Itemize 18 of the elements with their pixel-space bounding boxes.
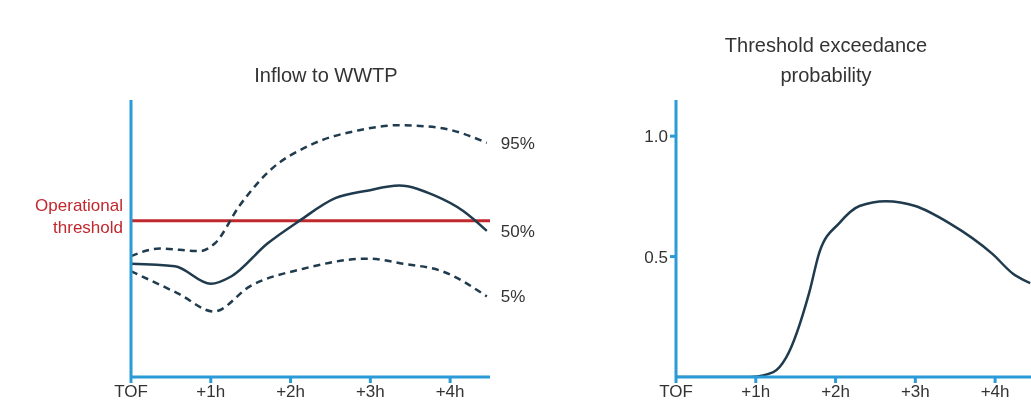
y-tick-label: 0.5 <box>644 247 668 267</box>
series-label: 95% <box>500 133 535 153</box>
x-tick-label: +2h <box>276 382 305 402</box>
x-tick-label: +4h <box>980 382 1010 402</box>
series-label: 50% <box>500 221 535 241</box>
x-tick-label: TOF <box>659 382 693 402</box>
ref-line-label: Operational threshold <box>35 195 123 237</box>
x-tick-label: +4h <box>435 382 465 402</box>
x-tick-label: +2h <box>821 382 850 402</box>
series-label: 5% <box>500 287 526 307</box>
y-tick-label: 1.0 <box>644 127 668 147</box>
x-tick-label: TOF <box>114 382 148 402</box>
x-tick-label: +3h <box>355 382 385 402</box>
chart-title: Inflow to WWTP <box>253 63 399 88</box>
x-tick-label: +3h <box>900 382 930 402</box>
x-tick-label: +1h <box>741 382 771 402</box>
x-tick-label: +1h <box>196 382 226 402</box>
chart-title: Threshold exceedance probability <box>723 33 929 88</box>
